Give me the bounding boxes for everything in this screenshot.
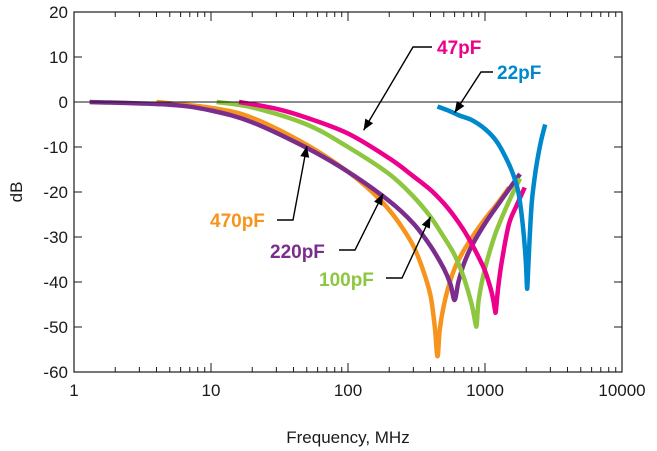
y-tick-label--60: -60 <box>43 363 68 382</box>
series-line-100pf <box>216 99 523 329</box>
axis-ticks-group <box>73 11 623 373</box>
series-label-470pf: 470pF <box>210 211 265 232</box>
annotation-arrowhead-47pf <box>363 118 374 131</box>
y-tick-label--10: -10 <box>43 138 68 157</box>
y-tick-label-10: 10 <box>49 48 68 67</box>
x-tick-label-10: 10 <box>202 381 221 400</box>
y-tick-label--20: -20 <box>43 183 68 202</box>
annotation-leader-22pf <box>454 71 493 114</box>
x-tick-label-1000: 1000 <box>466 381 504 400</box>
x-axis-title: Frequency, MHz <box>286 428 409 447</box>
annotation-leader-100pf <box>386 216 432 279</box>
y-tick-label--40: -40 <box>43 273 68 292</box>
y-tick-label--30: -30 <box>43 228 68 247</box>
annotation-leader-47pf <box>362 46 432 131</box>
annotation-leader-470pf <box>277 145 308 221</box>
annotation-arrowhead-100pf <box>421 216 431 229</box>
annotation-arrowhead-220pf <box>374 193 383 206</box>
annotation-arrowhead-470pf <box>300 146 310 158</box>
series-line-22pf <box>436 104 548 292</box>
y-tick-label-0: 0 <box>59 93 68 112</box>
y-tick-label-20: 20 <box>49 3 68 22</box>
x-tick-label-100: 100 <box>334 381 362 400</box>
series-label-22pf: 22pF <box>497 63 541 84</box>
series-label-47pf: 47pF <box>437 38 481 59</box>
x-tick-label-1: 1 <box>69 381 78 400</box>
x-tick-label-10000: 10000 <box>598 381 645 400</box>
plot-series-group <box>89 99 548 359</box>
y-tick-label--50: -50 <box>43 318 68 337</box>
annotation-arrowhead-22pf <box>454 101 465 113</box>
annotation-leader-220pf <box>339 193 384 251</box>
series-label-100pf: 100pF <box>319 270 374 291</box>
series-label-220pf: 220pF <box>270 242 325 263</box>
series-line-47pf <box>238 99 527 316</box>
y-axis-title: dB <box>7 182 26 203</box>
